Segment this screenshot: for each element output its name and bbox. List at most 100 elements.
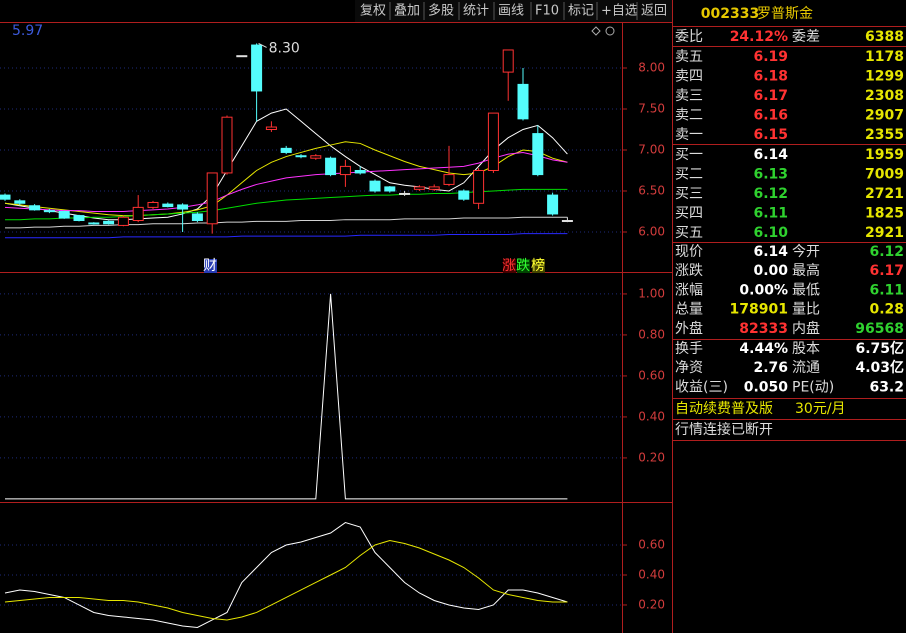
candle-body — [532, 133, 544, 176]
quote-value: 6.14 — [753, 147, 788, 163]
quote-value: 6.19 — [753, 49, 788, 65]
toolbar — [355, 0, 672, 22]
candle-body — [502, 49, 514, 73]
y-tick-label: 0.80 — [638, 327, 665, 341]
toolbar-button[interactable]: 画线 — [498, 4, 524, 19]
quote-label: 现价 — [675, 244, 703, 260]
quote-value: 2921 — [865, 225, 904, 241]
quote-value: 82333 — [739, 321, 788, 337]
marker: 涨 — [502, 258, 516, 274]
candle-body — [369, 180, 381, 192]
quote-label: 最低 — [792, 282, 820, 298]
marker-box — [517, 259, 530, 273]
toolbar-button[interactable]: 叠加 — [394, 4, 420, 19]
quote-label: 买二 — [675, 167, 703, 183]
toolbar-button[interactable]: 标记 — [568, 4, 594, 19]
candle-body — [117, 216, 129, 226]
candle-body — [547, 194, 559, 215]
toolbar-button[interactable]: 统计 — [463, 4, 489, 19]
candle-body — [14, 200, 26, 204]
quote-value: 0.00 — [753, 263, 788, 279]
quote-value: 6.12 — [753, 186, 788, 202]
candle-body — [191, 213, 203, 222]
quote-label: 委比 — [675, 29, 703, 45]
quote-value: 6.16 — [753, 108, 788, 124]
y-tick-label: 0.20 — [638, 450, 665, 464]
candle-body — [43, 210, 55, 213]
quote-label: 卖五 — [675, 49, 703, 65]
quote-label: 股本 — [792, 341, 820, 357]
quote-value: 6.18 — [753, 69, 788, 85]
quote-label: 最高 — [792, 262, 820, 279]
y-tick-label: 7.00 — [638, 142, 665, 156]
promo-price[interactable]: 30元/月 — [795, 401, 846, 417]
candle-body — [561, 220, 573, 223]
candle-body — [517, 83, 529, 120]
connection-status: 行情连接已断开 — [675, 421, 773, 438]
y-tick-label: 0.40 — [638, 567, 665, 581]
quote-value: 2721 — [865, 186, 904, 202]
indicator-line — [4, 151, 568, 212]
quote-value: 24.12% — [730, 29, 788, 45]
candle-body — [132, 206, 144, 222]
quote-value: 2308 — [865, 88, 904, 104]
marker: 榜 — [531, 257, 545, 274]
quote-label: 买四 — [675, 206, 703, 222]
quote-label: 内盘 — [792, 320, 820, 337]
candle-body — [0, 194, 11, 200]
candle-body — [310, 155, 322, 159]
promo-label[interactable]: 自动续费普及版 — [675, 400, 773, 417]
quote-value: 4.03亿 — [855, 359, 904, 376]
indicator-line — [5, 293, 568, 500]
quote-value: 6.15 — [753, 127, 788, 143]
quote-label: 今开 — [792, 244, 820, 260]
marker: 跌 — [516, 258, 530, 274]
candle-body — [384, 186, 396, 192]
quote-label: 买三 — [675, 186, 703, 202]
marker-box — [503, 259, 516, 273]
quote-value: 2907 — [865, 108, 904, 124]
quote-label: 卖一 — [675, 127, 703, 143]
marker-box — [532, 259, 545, 273]
diamond-icon[interactable] — [591, 26, 601, 36]
quote-value: 1825 — [865, 206, 904, 222]
indicator-line — [5, 233, 568, 239]
quote-value: 6388 — [865, 29, 904, 45]
quote-label: 涨跌 — [675, 263, 703, 279]
toolbar-button[interactable]: 复权 — [360, 3, 386, 19]
quote-label: 买五 — [675, 225, 703, 241]
marker: 财 — [203, 258, 217, 274]
quote-value: 0.00% — [739, 282, 788, 298]
toolbar-button[interactable]: +自选 — [601, 4, 638, 19]
toolbar-button[interactable]: 多股 — [428, 3, 454, 19]
candle-body — [295, 155, 307, 158]
stock-name: 罗普斯金 — [757, 6, 813, 22]
quote-value: 6.14 — [753, 244, 788, 260]
y-tick-label: 0.60 — [638, 538, 665, 552]
marker-box — [204, 259, 217, 273]
candle-body — [29, 205, 41, 211]
toolbar-button[interactable]: F10 — [535, 4, 559, 19]
candle-body — [73, 215, 85, 222]
quote-label: 量比 — [792, 302, 820, 318]
quote-label: 换手 — [675, 340, 703, 357]
quote-label: 卖三 — [675, 88, 703, 104]
indicator-line — [5, 216, 568, 229]
quote-value: 6.75亿 — [855, 340, 904, 357]
toolbar-button[interactable]: 返回 — [641, 4, 667, 19]
y-tick-label: 0.20 — [638, 597, 665, 611]
candle-body — [280, 147, 292, 153]
y-tick-label: 1.00 — [638, 286, 665, 300]
candle-body — [443, 174, 455, 185]
candle-body — [265, 126, 277, 130]
quote-label: 流通 — [792, 360, 820, 376]
quote-label: 卖四 — [675, 69, 703, 85]
y-tick-label: 6.50 — [638, 183, 665, 197]
quote-value: 4.44% — [739, 341, 788, 357]
candle-body — [413, 186, 425, 190]
settings-icon[interactable] — [605, 26, 615, 36]
